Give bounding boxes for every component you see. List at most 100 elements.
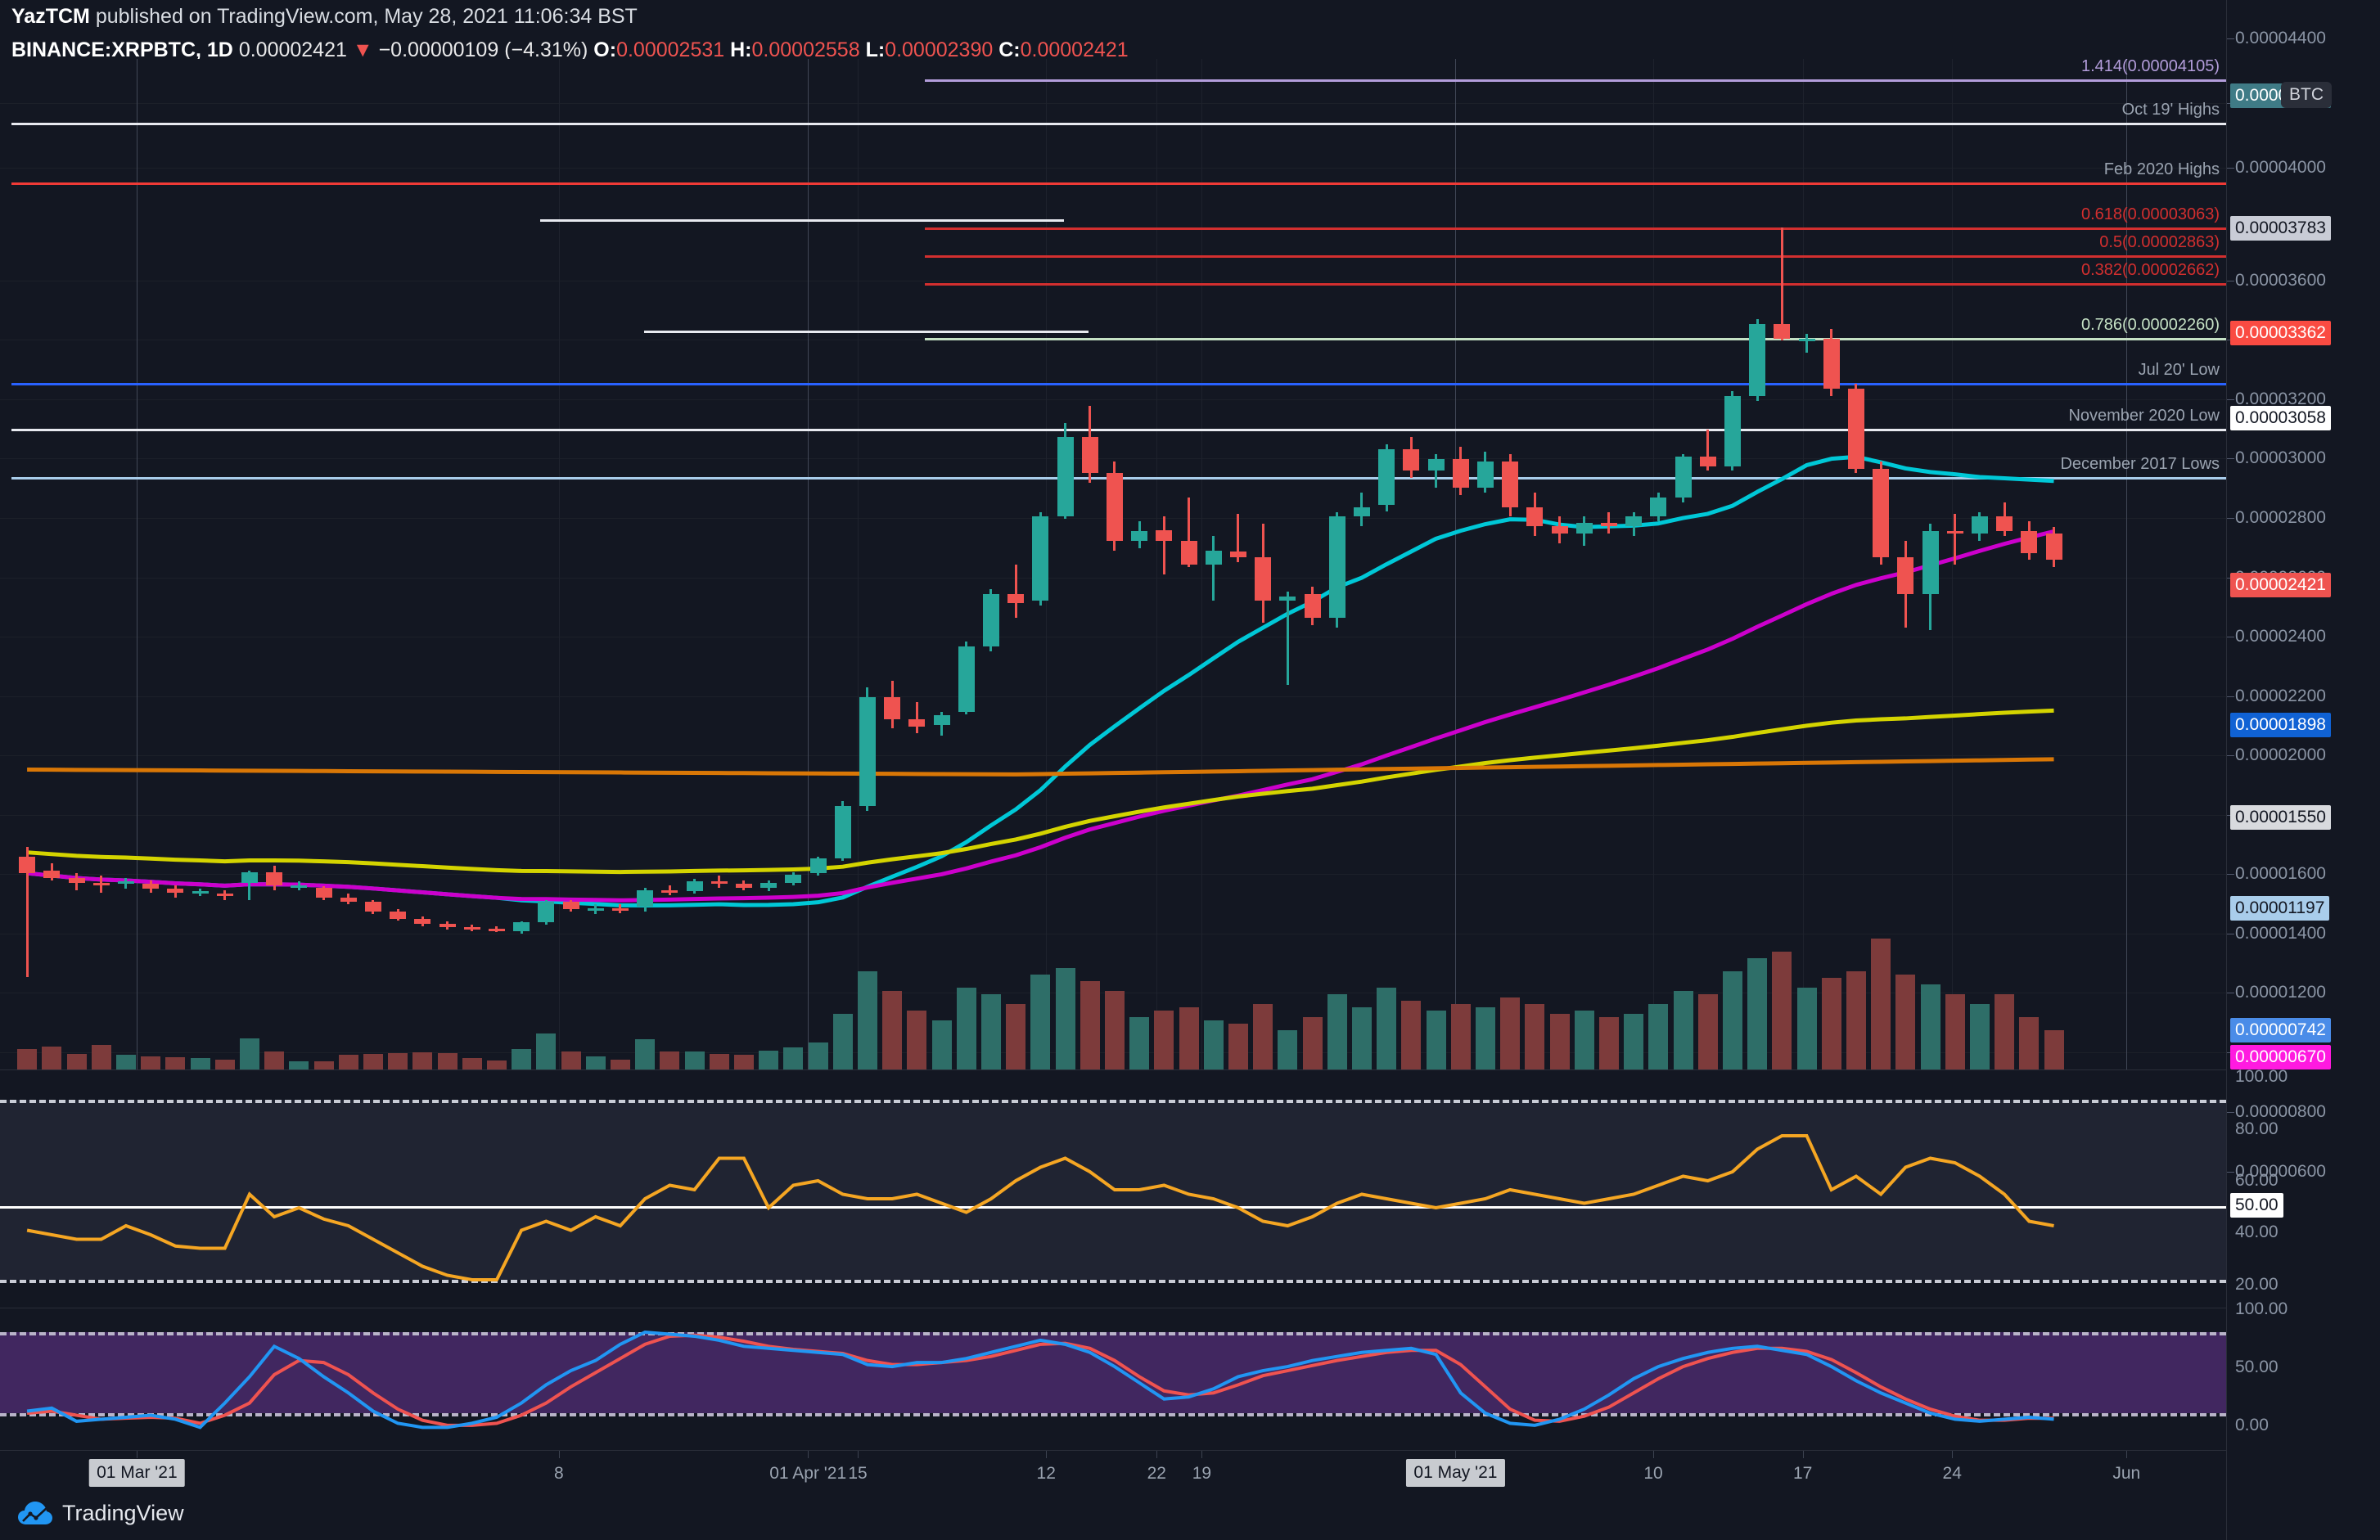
candle-body[interactable] (1897, 557, 1914, 594)
candle-body[interactable] (1798, 338, 1815, 341)
candle-body[interactable] (686, 881, 703, 892)
candle-body[interactable] (760, 882, 778, 888)
candle-body[interactable] (19, 856, 36, 874)
candle-body[interactable] (710, 881, 728, 885)
candle-body[interactable] (661, 889, 678, 893)
candle-body[interactable] (1255, 557, 1272, 601)
candle-body[interactable] (1946, 531, 1963, 534)
stochastic-pane[interactable] (0, 1310, 2226, 1449)
price-pane[interactable]: 1.618(0.00004373)1.414(0.00004105)Oct 19… (0, 59, 2226, 1069)
volume-bar (338, 1055, 358, 1069)
candle-body[interactable] (266, 871, 283, 885)
candle-body[interactable] (1452, 458, 1469, 489)
candle-body[interactable] (68, 878, 85, 883)
candle-body[interactable] (958, 646, 975, 712)
candle-body[interactable] (439, 923, 456, 928)
candle-body[interactable] (291, 885, 308, 889)
candle-body[interactable] (908, 718, 926, 727)
candle-body[interactable] (538, 902, 555, 923)
candle-body[interactable] (142, 884, 160, 889)
candle-body[interactable] (1675, 456, 1692, 498)
candle-body[interactable] (92, 882, 110, 885)
candle-body[interactable] (884, 697, 901, 719)
candle-body[interactable] (1823, 338, 1840, 390)
candle-body[interactable] (1106, 473, 1123, 541)
candle-body[interactable] (933, 715, 950, 726)
candle-body[interactable] (1403, 448, 1420, 471)
candle-body[interactable] (1057, 437, 1074, 517)
candle-body[interactable] (1427, 458, 1445, 471)
candle-body[interactable] (1156, 529, 1173, 541)
price-level-badge[interactable]: 0.00002421 (2230, 573, 2331, 597)
candle-body[interactable] (488, 928, 505, 931)
candle-body[interactable] (241, 871, 258, 883)
price-level-badge[interactable]: 0.00003058 (2230, 406, 2331, 430)
candle-body[interactable] (1971, 516, 1988, 534)
candle-body[interactable] (463, 927, 480, 930)
price-level-badge[interactable]: 0.00001197 (2230, 896, 2330, 921)
candle-body[interactable] (1600, 522, 1617, 527)
candle-body[interactable] (1724, 396, 1741, 466)
candle-body[interactable] (562, 902, 579, 910)
candle-body[interactable] (1847, 389, 1864, 469)
candle-body[interactable] (1378, 448, 1395, 505)
candle-body[interactable] (1007, 593, 1025, 604)
candle-body[interactable] (43, 871, 61, 878)
candle-body[interactable] (390, 912, 407, 920)
candle-body[interactable] (1353, 507, 1370, 517)
candle-body[interactable] (587, 907, 604, 911)
candle-body[interactable] (1180, 540, 1197, 565)
candle-body[interactable] (1279, 596, 1296, 601)
price-level-badge[interactable]: 0.00000742 (2230, 1018, 2331, 1042)
rsi-pane[interactable] (0, 1072, 2226, 1308)
candle-body[interactable] (1205, 550, 1222, 565)
candle-body[interactable] (1774, 323, 1791, 339)
candle-body[interactable] (315, 888, 332, 898)
candle-body[interactable] (414, 919, 431, 924)
candle-body[interactable] (1526, 507, 1544, 527)
candle-body[interactable] (1304, 593, 1321, 619)
candle-body[interactable] (834, 805, 851, 859)
candle-body[interactable] (1229, 552, 1246, 558)
candle-body[interactable] (637, 889, 654, 907)
candle-body[interactable] (785, 874, 802, 883)
candle-body[interactable] (1081, 437, 1098, 474)
price-level-badge[interactable]: 0.00003783 (2230, 216, 2331, 241)
candle-body[interactable] (1873, 468, 1890, 558)
rsi-level-badge[interactable]: 50.00 (2230, 1193, 2283, 1218)
price-level-badge[interactable]: 0.00001898 (2230, 713, 2331, 737)
candle-body[interactable] (1749, 323, 1766, 397)
candle-body[interactable] (1575, 522, 1593, 534)
candle-body[interactable] (216, 894, 233, 897)
candle-body[interactable] (364, 902, 381, 912)
candle-body[interactable] (192, 891, 209, 894)
candle-body[interactable] (735, 884, 752, 888)
price-axis[interactable]: 0.000044000.000042000.000040000.00003600… (2226, 0, 2380, 1540)
candle-body[interactable] (982, 593, 999, 647)
candle-body[interactable] (1551, 526, 1568, 534)
candle-body[interactable] (1625, 516, 1643, 527)
candle-body[interactable] (1996, 516, 2013, 532)
candle-body[interactable] (117, 881, 134, 885)
candle-body[interactable] (1502, 461, 1519, 507)
candle-body[interactable] (340, 897, 357, 903)
candle-body[interactable] (2045, 533, 2062, 561)
candle-body[interactable] (1328, 516, 1346, 619)
candle-body[interactable] (1131, 531, 1148, 541)
price-level-badge[interactable]: 0.00003362 (2230, 321, 2331, 345)
symbol-label[interactable]: BINANCE:XRPBTC, 1D (11, 38, 233, 61)
price-level-badge[interactable]: 0.00000670 (2230, 1045, 2331, 1069)
candle-body[interactable] (859, 697, 876, 806)
time-axis[interactable]: 01 Mar '21 8 15 22 01 Apr '21 12 19 01 May '21 1… (0, 1450, 2226, 1498)
candle-body[interactable] (513, 922, 530, 931)
candle-body[interactable] (1650, 497, 1667, 517)
candle-body[interactable] (611, 907, 629, 911)
candle-body[interactable] (1476, 461, 1494, 489)
candle-body[interactable] (809, 858, 827, 874)
candle-body[interactable] (2021, 531, 2038, 553)
candle-body[interactable] (1699, 456, 1716, 466)
candle-body[interactable] (1922, 531, 1939, 594)
price-level-badge[interactable]: 0.00001550 (2230, 805, 2331, 830)
candle-body[interactable] (167, 889, 184, 893)
candle-body[interactable] (1032, 516, 1049, 601)
